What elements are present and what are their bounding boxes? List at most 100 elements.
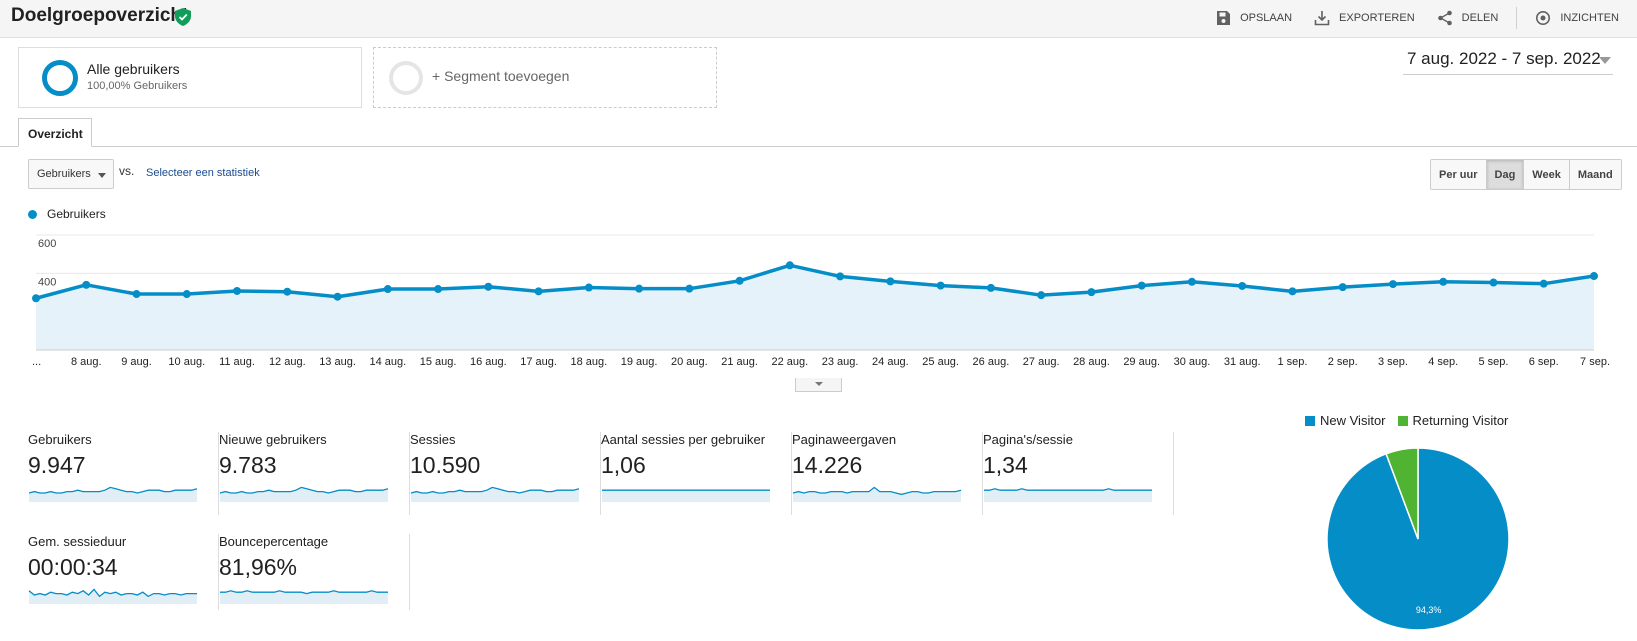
legend-label: Gebruikers — [47, 207, 106, 221]
data-point[interactable] — [182, 290, 191, 299]
sparkline-line — [28, 588, 197, 598]
data-point[interactable] — [484, 282, 493, 291]
data-point[interactable] — [836, 272, 845, 281]
scorecard-3[interactable]: Sessies 10.590 — [410, 432, 601, 515]
data-point[interactable] — [735, 276, 744, 285]
legend-returning-visitor[interactable]: Returning Visitor — [1397, 413, 1509, 428]
scorecard-7[interactable]: Gem. sessieduur 00:00:34 — [28, 534, 219, 610]
export-label: EXPORTEREN — [1339, 12, 1415, 24]
data-point[interactable] — [584, 283, 593, 292]
data-point[interactable] — [936, 281, 945, 290]
share-icon — [1437, 10, 1452, 26]
data-point[interactable] — [635, 284, 644, 293]
sparkline-area — [984, 488, 1152, 502]
vs-label: vs. — [119, 164, 135, 178]
data-point[interactable] — [1388, 280, 1397, 289]
add-segment-button[interactable]: + Segment toevoegen — [373, 47, 717, 108]
scorecard-4[interactable]: Aantal sessies per gebruiker 1,06 — [601, 432, 792, 515]
scorecard-6[interactable]: Pagina's/sessie 1,34 — [983, 432, 1174, 515]
scorecard-value: 9.783 — [219, 452, 277, 478]
data-point[interactable] — [1137, 281, 1146, 290]
sparkline-line — [220, 590, 388, 595]
metric-dropdown[interactable]: Gebruikers — [28, 159, 114, 189]
x-tick-label: 27 aug. — [1023, 356, 1060, 368]
x-tick-label: 10 aug. — [168, 356, 205, 368]
x-tick-label: 17 aug. — [520, 356, 557, 368]
data-point[interactable] — [1187, 277, 1196, 286]
legend-dot-icon — [28, 209, 37, 219]
sparkline-line — [410, 486, 580, 494]
data-point[interactable] — [32, 294, 40, 303]
insights-label: INZICHTEN — [1560, 12, 1619, 24]
legend-swatch — [1397, 415, 1408, 426]
data-point[interactable] — [333, 292, 342, 301]
legend-swatch — [1305, 415, 1315, 426]
data-point[interactable] — [1489, 278, 1498, 287]
data-point[interactable] — [132, 290, 141, 299]
scorecard-2[interactable]: Nieuwe gebruikers 9.783 — [219, 432, 410, 515]
data-point[interactable] — [233, 286, 242, 295]
legend-returning-visitor-label: Returning Visitor — [1412, 413, 1509, 428]
pie-slice-2[interactable] — [1385, 447, 1419, 540]
export-button[interactable]: EXPORTEREN — [1314, 10, 1415, 26]
data-point[interactable] — [685, 284, 694, 293]
x-tick-label: 19 aug. — [621, 356, 658, 368]
data-point[interactable] — [1590, 272, 1598, 281]
granularity-hour-button[interactable]: Per uur — [1431, 160, 1486, 189]
x-tick-label: 22 aug. — [772, 356, 809, 368]
share-button[interactable]: DELEN — [1437, 10, 1498, 26]
sparkline — [602, 489, 770, 502]
data-point[interactable] — [1288, 287, 1297, 296]
metric-dropdown-value: Gebruikers — [37, 168, 91, 180]
granularity-day-button[interactable]: Dag — [1485, 160, 1524, 189]
chart-collapse-handle[interactable] — [795, 378, 842, 392]
save-button[interactable]: OPSLAAN — [1215, 10, 1292, 26]
x-tick-label: 3 sep. — [1378, 356, 1408, 368]
pie-data-label: 94,3% — [1416, 605, 1442, 615]
legend-new-visitor[interactable]: New Visitor — [1305, 413, 1386, 428]
chart-legend: Gebruikers — [28, 207, 106, 221]
scorecard-5[interactable]: Paginaweergaven 14.226 — [792, 432, 983, 515]
data-point[interactable] — [1087, 288, 1096, 297]
tab-divider — [0, 146, 1637, 147]
sparkline-area — [220, 487, 388, 502]
data-point[interactable] — [82, 280, 91, 289]
x-tick-label: 14 aug. — [369, 356, 406, 368]
x-tick-label: 1 sep. — [1277, 356, 1307, 368]
data-point[interactable] — [534, 287, 543, 296]
scorecard-1[interactable]: Gebruikers 9.947 — [28, 432, 219, 515]
sparkline — [220, 590, 388, 604]
scorecard-8[interactable]: Bouncepercentage 81,96% — [219, 534, 410, 610]
sparkline-area — [793, 487, 961, 502]
data-point[interactable] — [1439, 277, 1448, 286]
x-tick-label: 24 aug. — [872, 356, 909, 368]
select-metric-link[interactable]: Selecteer een statistiek — [146, 167, 260, 179]
y-tick-label: 400 — [38, 276, 56, 288]
scorecard-label: Bouncepercentage — [219, 534, 329, 549]
insights-button[interactable]: INZICHTEN — [1535, 10, 1619, 26]
data-point[interactable] — [1539, 279, 1548, 288]
data-point[interactable] — [434, 285, 443, 294]
data-point[interactable] — [283, 287, 292, 296]
granularity-month-button[interactable]: Maand — [1568, 160, 1621, 189]
verified-shield-icon — [175, 8, 191, 26]
data-point[interactable] — [383, 285, 392, 294]
scorecard-label: Aantal sessies per gebruiker — [601, 432, 766, 447]
data-point[interactable] — [886, 277, 895, 286]
data-point[interactable] — [1338, 283, 1347, 292]
sparkline-line — [28, 486, 198, 494]
data-point[interactable] — [1238, 281, 1247, 290]
x-tick-label: 25 aug. — [922, 356, 959, 368]
data-point[interactable] — [1037, 291, 1046, 300]
date-range-value: 7 aug. 2022 - 7 sep. 2022 — [1407, 49, 1601, 68]
granularity-week-button[interactable]: Week — [1523, 160, 1569, 189]
data-point[interactable] — [986, 283, 995, 292]
data-point[interactable] — [785, 261, 794, 270]
sparkline-line — [984, 488, 1152, 491]
tab-overview[interactable]: Overzicht — [18, 118, 92, 147]
x-tick-label: 12 aug. — [269, 356, 306, 368]
date-range-picker[interactable]: 7 aug. 2022 - 7 sep. 2022 — [1403, 49, 1613, 75]
segment-all-users[interactable]: Alle gebruikers 100,00% Gebruikers — [18, 47, 362, 108]
x-tick-label: 8 aug. — [71, 356, 102, 368]
visitor-pie-chart: 94,3% — [1326, 447, 1510, 631]
